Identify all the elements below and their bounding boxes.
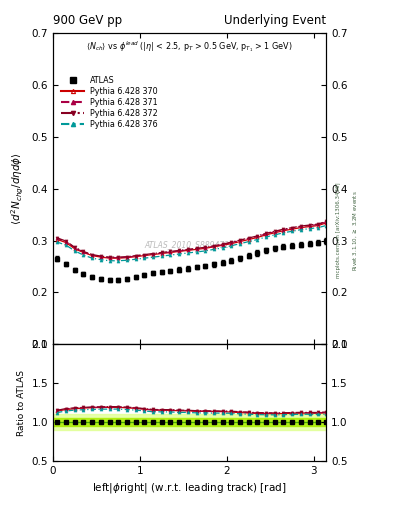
Bar <box>53 418 326 426</box>
Text: Rivet 3.1.10, $\geq$ 3.2M events: Rivet 3.1.10, $\geq$ 3.2M events <box>352 190 359 271</box>
Y-axis label: $\langle d^2 N_{chg}/d\eta d\phi \rangle$: $\langle d^2 N_{chg}/d\eta d\phi \rangle… <box>10 153 26 225</box>
Bar <box>53 414 326 430</box>
Text: ATLAS_2010_S8894728: ATLAS_2010_S8894728 <box>145 240 235 249</box>
Text: Underlying Event: Underlying Event <box>224 14 326 27</box>
Text: mcplots.cern.ch [arXiv:1306.3436]: mcplots.cern.ch [arXiv:1306.3436] <box>336 183 341 278</box>
X-axis label: left|$\phi$right| (w.r.t. leading track) [rad]: left|$\phi$right| (w.r.t. leading track)… <box>92 481 287 495</box>
Text: $\langle N_{ch} \rangle$ vs $\phi^{lead}$ (|$\eta$| < 2.5, p$_T$ > 0.5 GeV, p$_{: $\langle N_{ch} \rangle$ vs $\phi^{lead}… <box>86 39 293 54</box>
Y-axis label: Ratio to ATLAS: Ratio to ATLAS <box>17 370 26 436</box>
Text: 900 GeV pp: 900 GeV pp <box>53 14 122 27</box>
Legend: ATLAS, Pythia 6.428 370, Pythia 6.428 371, Pythia 6.428 372, Pythia 6.428 376: ATLAS, Pythia 6.428 370, Pythia 6.428 37… <box>60 75 160 131</box>
